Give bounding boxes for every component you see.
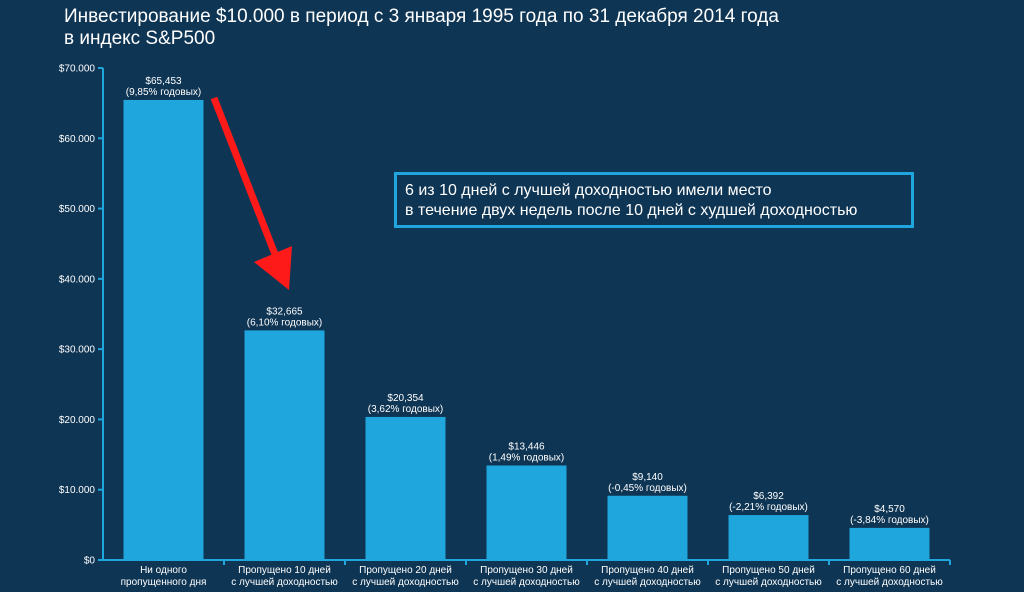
y-tick-label: $40.000 (59, 274, 96, 285)
x-category-label: с лучшей доходностью (715, 577, 822, 588)
x-category-label: пропущенного дня (121, 577, 207, 588)
bar (849, 527, 930, 560)
bar (244, 330, 325, 560)
x-category-label: Пропущено 50 дней (722, 565, 815, 576)
bar (486, 465, 567, 560)
x-category-label: с лучшей доходностью (352, 577, 459, 588)
data-label-value: $4,570 (874, 504, 905, 515)
data-label-return: (1,49% годовых) (489, 452, 564, 463)
bar (365, 416, 446, 560)
data-label-return: (3,62% годовых) (368, 404, 443, 415)
data-label-return: (6,10% годовых) (247, 317, 322, 328)
data-label-value: $32,665 (266, 306, 303, 317)
callout-line-2: в течение двух недель после 10 дней с ху… (405, 202, 858, 219)
callout-box: 6 из 10 дней с лучшей доходностью имели … (394, 172, 914, 228)
chart-title: Инвестирование $10.000 в период с 3 янва… (64, 6, 779, 50)
y-tick-label: $60.000 (59, 134, 96, 145)
chart-labels: $65,453(9,85% годовых) Ни одногопропущенн… (121, 76, 944, 588)
data-label-return: (9,85% годовых) (126, 87, 201, 98)
y-tick-label: $20.000 (59, 415, 96, 426)
x-category-label: Пропущено 60 дней (843, 565, 936, 576)
x-category-label: Ни одного (140, 565, 187, 576)
x-category-label: с лучшей доходностью (473, 577, 580, 588)
x-category-label: Пропущено 20 дней (359, 565, 452, 576)
x-category-label: Пропущено 30 дней (480, 565, 573, 576)
data-label-return: (-2,21% годовых) (729, 502, 808, 513)
y-tick-label: $70.000 (59, 64, 96, 75)
data-label-return: (-0,45% годовых) (608, 483, 687, 494)
bar (123, 99, 204, 560)
data-label-return: (-3,84% годовых) (850, 515, 929, 526)
chart-title-line-2: в индекс S&P500 (64, 28, 216, 49)
data-label-value: $20,354 (387, 393, 424, 404)
data-label-value: $9,140 (632, 472, 663, 483)
x-category-label: с лучшей доходностью (836, 577, 943, 588)
y-tick-label: $30.000 (59, 345, 96, 356)
data-label-value: $65,453 (145, 76, 182, 87)
y-tick-label: $0 (84, 556, 96, 567)
x-category-label: Пропущено 40 дней (601, 565, 694, 576)
y-tick-label: $10.000 (59, 485, 96, 496)
bar (728, 515, 809, 560)
data-label-value: $6,392 (753, 491, 784, 502)
x-category-label: с лучшей доходностью (594, 577, 701, 588)
chart-axes: $0 $10.000 $20.000 $30.000 $40.000 $50.000 $60… (59, 64, 951, 567)
chart-bars (123, 99, 930, 560)
x-category-label: с лучшей доходностью (231, 577, 338, 588)
x-category-label: Пропущено 10 дней (238, 565, 331, 576)
chart-title-line-1: Инвестирование $10.000 в период с 3 янва… (64, 6, 779, 27)
callout-line-1: 6 из 10 дней с лучшей доходностью имели … (405, 182, 772, 199)
red-arrow-icon (210, 96, 292, 290)
y-tick-label: $50.000 (59, 204, 96, 215)
bar (607, 495, 688, 560)
data-label-value: $13,446 (508, 441, 545, 452)
